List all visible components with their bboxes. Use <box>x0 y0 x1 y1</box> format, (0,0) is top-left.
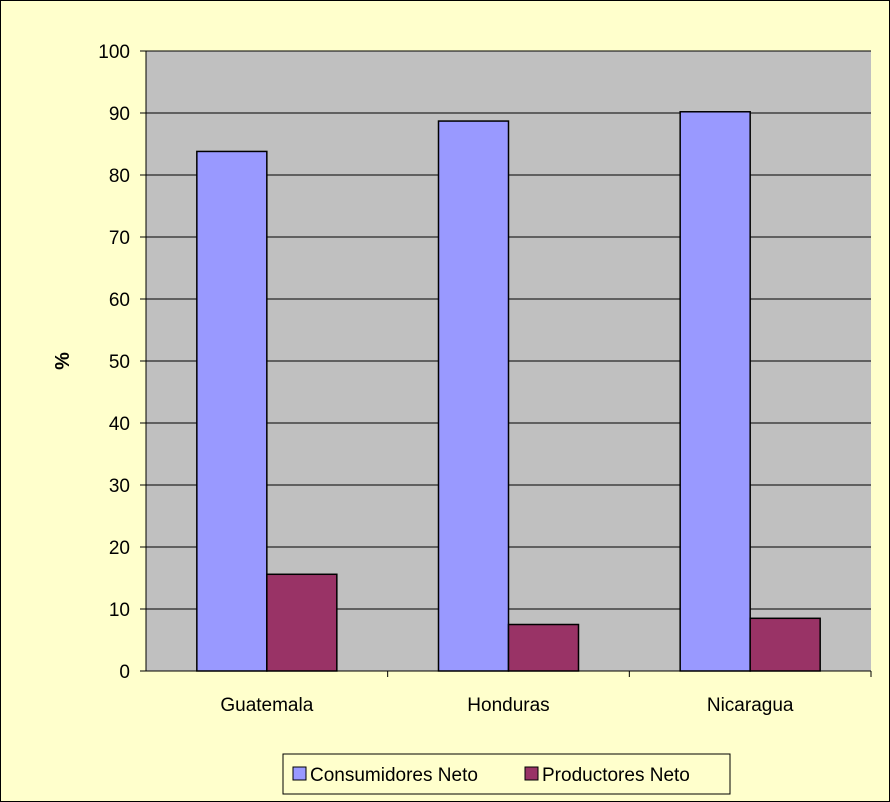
bar-consumidores-honduras <box>437 120 510 672</box>
y-axis-title: % <box>52 352 74 370</box>
y-tick-label-100: 100 <box>98 42 130 63</box>
y-tick-label-40: 40 <box>109 414 130 435</box>
legend-box <box>282 753 731 795</box>
legend: Consumidores Neto Productores Neto <box>282 753 731 795</box>
y-tick-label-20: 20 <box>109 538 130 559</box>
bar-consumidores-guatemala <box>196 150 268 672</box>
y-tick-label-30: 30 <box>109 476 130 497</box>
bar-productores-guatemala <box>266 573 338 672</box>
x-tick-label-honduras: Honduras <box>467 695 549 716</box>
axes <box>140 50 872 677</box>
y-tick-label-10: 10 <box>109 600 130 621</box>
bar-consumidores-nicaragua <box>679 111 751 672</box>
bar-productores-nicaragua <box>749 617 821 672</box>
x-tick-label-nicaragua: Nicaragua <box>707 695 794 716</box>
x-tick-label-guatemala: Guatemala <box>220 695 313 716</box>
y-tick-label-50: 50 <box>109 352 130 373</box>
y-tick-label-90: 90 <box>109 104 130 125</box>
legend-swatch-consumidores <box>292 766 307 781</box>
bar-productores-honduras <box>507 623 580 672</box>
x-tick-labels: Guatemala Honduras Nicaragua <box>220 695 794 716</box>
y-tick-labels: 0 10 20 30 40 50 60 70 80 90 100 <box>98 42 130 683</box>
bars <box>196 111 821 672</box>
y-tick-label-70: 70 <box>109 228 130 249</box>
y-tick-label-80: 80 <box>109 166 130 187</box>
y-tick-label-60: 60 <box>109 290 130 311</box>
legend-swatch-productores <box>524 766 539 781</box>
legend-label-productores: Productores Neto <box>542 765 690 786</box>
y-tick-label-0: 0 <box>119 662 130 683</box>
legend-label-consumidores: Consumidores Neto <box>310 765 478 786</box>
